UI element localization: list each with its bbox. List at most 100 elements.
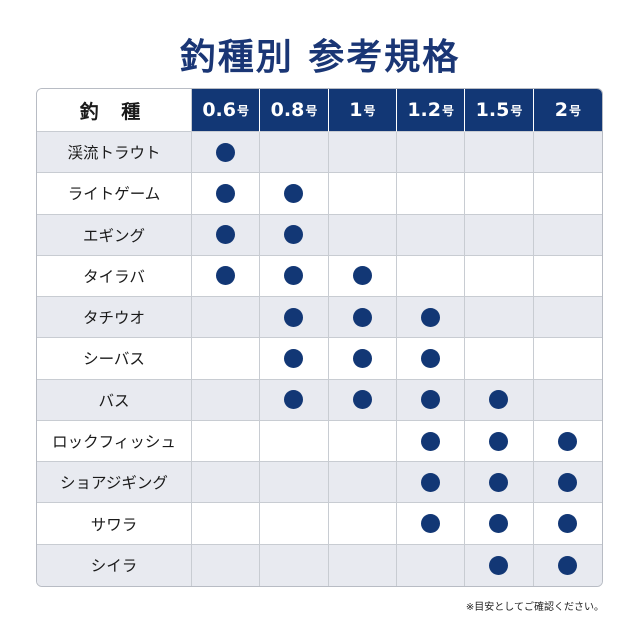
table-cell [397, 132, 466, 174]
table-cell [397, 173, 466, 215]
table-cell [397, 255, 466, 298]
table-cell [260, 420, 329, 463]
table-cell [465, 462, 534, 504]
recommended-dot-icon [421, 431, 441, 451]
table-cell [328, 462, 397, 504]
recommended-dot-icon [421, 307, 441, 327]
recommended-dot-icon [216, 266, 236, 286]
recommended-dot-icon [489, 390, 509, 410]
table-cell [465, 297, 534, 339]
table-cell [260, 173, 329, 215]
recommended-dot-icon [352, 307, 372, 327]
recommended-dot-icon [489, 514, 509, 534]
table-cell [260, 255, 329, 298]
page-title: 釣種別 参考規格 [179, 37, 461, 78]
recommended-dot-icon [352, 266, 372, 286]
table-cell [533, 297, 602, 339]
recommended-dot-icon [421, 472, 441, 492]
recommended-dot-icon [558, 472, 578, 492]
row-species-label: バス [37, 379, 192, 421]
recommended-dot-icon [352, 348, 372, 368]
header-size: 1.5 号 [465, 89, 534, 132]
header-size-number: 1.5 [475, 99, 510, 121]
table-cell [260, 379, 329, 421]
recommended-dot-icon [284, 348, 304, 368]
table-cell [533, 544, 602, 586]
row-species-label: ロックフィッシュ [37, 420, 192, 463]
table-cell [328, 503, 397, 545]
header-size: 0.6 号 [192, 89, 261, 132]
recommended-dot-icon [216, 225, 236, 245]
table-cell [192, 338, 261, 380]
table-cell [260, 214, 329, 256]
table-cell [397, 420, 466, 463]
recommended-dot-icon [558, 555, 578, 575]
recommended-dot-icon [216, 183, 236, 203]
header-size-unit: 号 [568, 103, 581, 118]
recommended-dot-icon [284, 225, 304, 245]
table-cell [260, 462, 329, 504]
table-cell [192, 173, 261, 215]
table-cell [533, 379, 602, 421]
row-species-label: エギング [37, 214, 192, 256]
table-cell [192, 379, 261, 421]
table-cell [465, 214, 534, 256]
table-cell [260, 297, 329, 339]
table-cell [397, 379, 466, 421]
recommended-dot-icon [284, 183, 304, 203]
recommended-dot-icon [489, 431, 509, 451]
table-cell [397, 503, 466, 545]
table-cell [397, 544, 466, 586]
table-cell [533, 503, 602, 545]
table-cell [533, 420, 602, 463]
table-cell [328, 297, 397, 339]
table-cell [260, 132, 329, 174]
table-cell [465, 503, 534, 545]
header-size-number: 0.6 [202, 99, 236, 121]
table-cell [465, 132, 534, 174]
header-size-unit: 号 [441, 103, 454, 118]
row-species-label: タチウオ [37, 297, 192, 339]
table-cell [192, 132, 261, 174]
row-species-label: タイラバ [37, 255, 192, 298]
recommended-dot-icon [421, 514, 441, 534]
header-size: 1.2 号 [397, 89, 466, 132]
table-cell [465, 379, 534, 421]
footnote: ※目安としてご確認ください。 [465, 602, 604, 613]
row-species-label: サワラ [37, 503, 192, 545]
header-size: 0.8 号 [260, 89, 329, 132]
table-cell [192, 544, 261, 586]
table-cell [260, 544, 329, 586]
header-size-unit: 号 [363, 103, 376, 118]
table-cell [397, 338, 466, 380]
recommended-dot-icon [421, 348, 441, 368]
recommended-dot-icon [216, 142, 236, 162]
table-cell [465, 420, 534, 463]
header-species: 釣 種 [37, 89, 192, 132]
header-size-unit: 号 [510, 103, 523, 118]
row-species-label: 渓流トラウト [37, 132, 192, 174]
table-cell [192, 503, 261, 545]
recommended-dot-icon [489, 555, 509, 575]
recommended-dot-icon [489, 472, 509, 492]
table-cell [533, 132, 602, 174]
table-cell [465, 173, 534, 215]
recommended-dot-icon [284, 307, 304, 327]
header-size-number: 1.2 [407, 99, 441, 121]
table-cell [397, 214, 466, 256]
table-cell [192, 214, 261, 256]
header-size-number: 2 [554, 99, 568, 121]
table-cell [533, 338, 602, 380]
spec-table: 釣 種 0.6 号 0.8 号 1 号 1.2 号 1.5 号 2 号渓流トラウト ライトゲーム エギング… [36, 88, 603, 587]
header-size-number: 1 [349, 99, 363, 121]
table-cell [192, 297, 261, 339]
table-cell [465, 338, 534, 380]
recommended-dot-icon [284, 390, 304, 410]
table-cell [328, 214, 397, 256]
row-species-label: シーバス [37, 338, 192, 380]
recommended-dot-icon [558, 431, 578, 451]
recommended-dot-icon [421, 390, 441, 410]
table-cell [328, 379, 397, 421]
